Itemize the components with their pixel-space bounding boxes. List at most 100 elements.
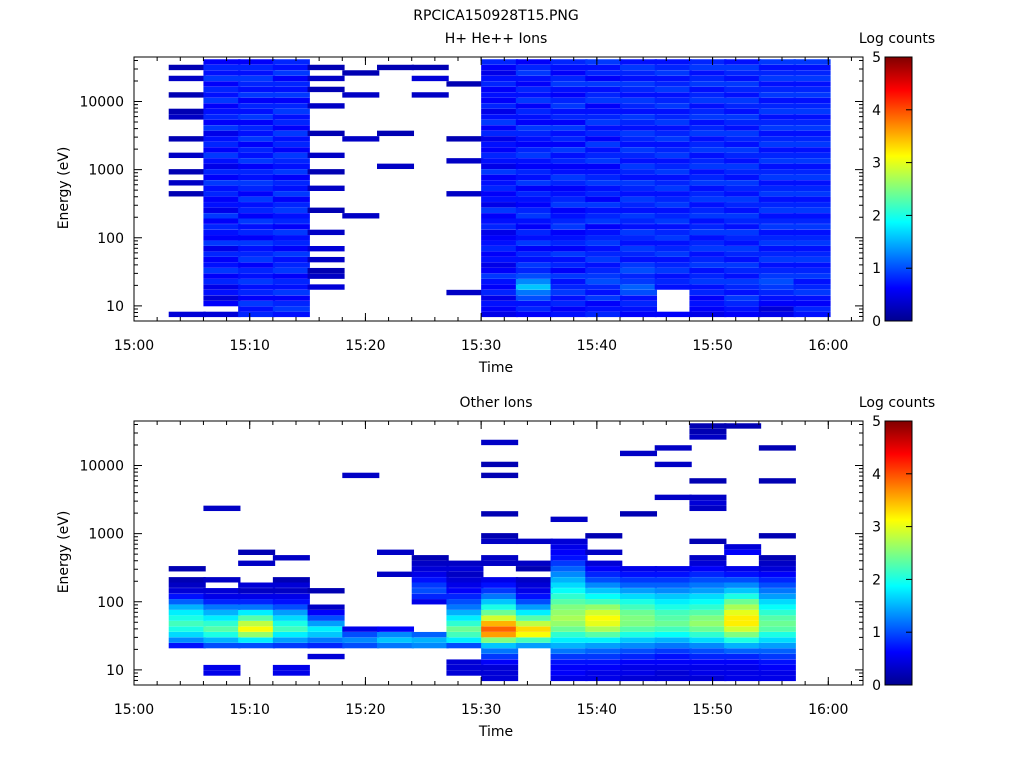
heatmap-cell (515, 97, 553, 104)
heatmap-cell (654, 119, 692, 126)
heatmap-cell (203, 311, 241, 318)
heatmap-cell (585, 571, 623, 577)
heatmap-cell (238, 180, 276, 186)
heatmap-cell (203, 626, 241, 632)
heatmap-cell (689, 108, 727, 115)
heatmap-cell (481, 664, 519, 671)
heatmap-cell (515, 566, 553, 572)
heatmap-cell (620, 158, 658, 164)
heatmap-cell (481, 599, 519, 605)
heatmap-cell (654, 224, 692, 230)
x-tick-label: 15:00 (114, 702, 154, 718)
heatmap-cell (238, 246, 276, 252)
heatmap-cell (689, 81, 727, 87)
heatmap-cell (724, 626, 762, 632)
heatmap-cell (758, 566, 796, 572)
heatmap-cell (481, 560, 519, 566)
heatmap-cell (689, 295, 727, 301)
heatmap-cell (689, 251, 727, 257)
heatmap-cell (585, 125, 623, 131)
heatmap-cell (550, 593, 588, 600)
heatmap-cell (550, 163, 588, 170)
x-tick-label: 15:20 (345, 338, 385, 354)
heatmap-cell (654, 246, 692, 252)
heatmap-cell (620, 593, 658, 600)
heatmap-cell (446, 588, 484, 594)
heatmap-cell (203, 213, 241, 219)
heatmap-cell (515, 610, 553, 616)
heatmap-cell (238, 152, 276, 159)
heatmap-cell (272, 75, 310, 82)
heatmap-cell (272, 136, 310, 142)
heatmap-cell (654, 191, 692, 197)
heatmap-cell (481, 207, 519, 213)
heatmap-cell (620, 256, 658, 263)
heatmap-cell (689, 560, 727, 566)
heatmap-cell (620, 185, 658, 191)
heatmap-cell (585, 64, 623, 71)
heatmap-cell (654, 664, 692, 671)
heatmap-cell (689, 240, 727, 246)
heatmap-cell (689, 86, 727, 93)
heatmap-cell (203, 610, 241, 616)
colorbar-label: Log counts (859, 395, 935, 411)
heatmap-cell (585, 119, 623, 126)
heatmap-cell (550, 637, 588, 643)
heatmap-cell (585, 289, 623, 296)
heatmap-cell (307, 103, 345, 109)
heatmap-cell (238, 125, 276, 131)
heatmap-cell (272, 626, 310, 632)
heatmap-cell (203, 174, 241, 181)
heatmap-cell (724, 311, 762, 318)
heatmap-cell (203, 196, 241, 202)
heatmap-cell (168, 92, 206, 98)
heatmap-cell (481, 511, 519, 517)
heatmap-cell (272, 295, 310, 301)
heatmap-cell (793, 218, 831, 224)
heatmap-cell (481, 185, 519, 191)
heatmap-cell (203, 59, 241, 65)
heatmap-cell (481, 670, 519, 676)
heatmap-cell (411, 577, 449, 583)
heatmap-cell (654, 141, 692, 148)
heatmap-cell (793, 229, 831, 236)
heatmap-cell (620, 615, 658, 621)
heatmap-cell (758, 147, 796, 153)
heatmap-cell (793, 224, 831, 230)
heatmap-cell (724, 610, 762, 616)
heatmap-cell (585, 185, 623, 191)
heatmap-cell (550, 119, 588, 126)
heatmap-cell (758, 235, 796, 241)
heatmap-cell (724, 207, 762, 213)
heatmap-cell (203, 92, 241, 98)
heatmap-cell (620, 659, 658, 665)
heatmap-cell (689, 648, 727, 654)
heatmap-cell (515, 604, 553, 610)
colorbar: 0 1 2 3 4 5 (872, 414, 913, 694)
heatmap-cell (689, 207, 727, 213)
colorbar-tick-label: 2 (872, 208, 881, 224)
heatmap-cell (238, 75, 276, 82)
heatmap-cell (793, 119, 831, 126)
panel-other-ions: Other Ions Log counts 15:00 15:10 15:20 15:… (56, 395, 935, 740)
heatmap-cell (689, 664, 727, 671)
heatmap-cell (654, 97, 692, 104)
heatmap-cell (793, 196, 831, 202)
heatmap-cell (515, 81, 553, 87)
heatmap-cell (654, 461, 692, 468)
heatmap-cell (515, 538, 553, 545)
heatmap-cell (620, 604, 658, 610)
heatmap-cell (272, 108, 310, 115)
heatmap-cell (585, 114, 623, 120)
heatmap-cell (654, 588, 692, 594)
heatmap-cell (481, 163, 519, 170)
heatmap-cell (515, 213, 553, 219)
heatmap-cell (238, 560, 276, 566)
heatmap-cell (585, 533, 623, 539)
heatmap-cell (550, 555, 588, 561)
heatmap-cell (654, 566, 692, 572)
heatmap-cell (481, 278, 519, 285)
heatmap-cell (307, 626, 345, 632)
heatmap-cell (724, 152, 762, 159)
heatmap-cell (758, 229, 796, 236)
